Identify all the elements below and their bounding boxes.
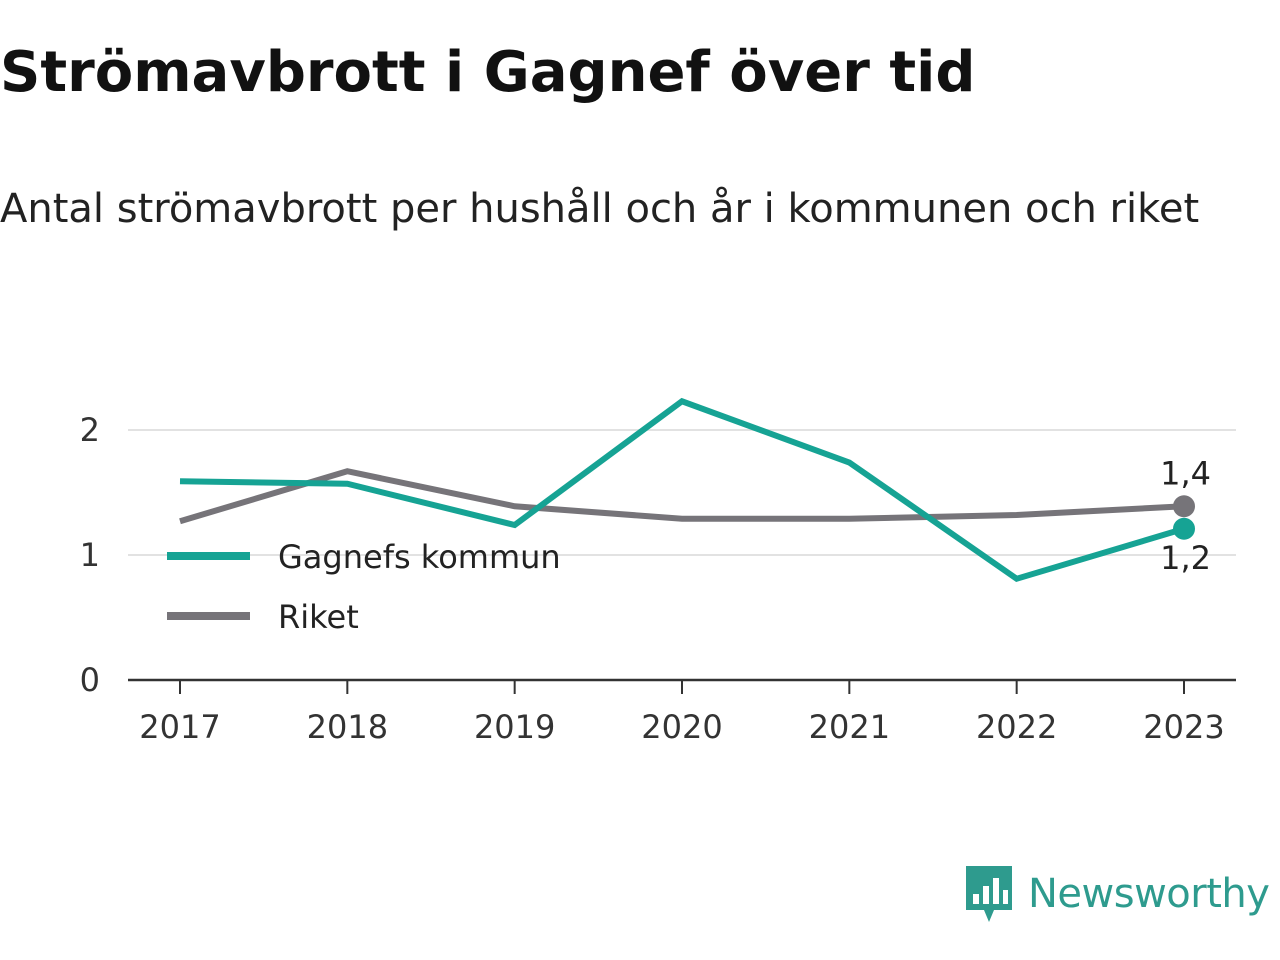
newsworthy-logo-icon	[966, 866, 1012, 922]
x-tick-label-2017: 2017	[139, 708, 220, 746]
x-tick-label-2022: 2022	[976, 708, 1057, 746]
end-labels: 1,2 1,4	[1160, 454, 1211, 577]
line-chart: 0 1 2 2017 2018 2019 2020 2021 2022 2023 Gagnefs…	[80, 397, 1236, 746]
legend-label-riket: Riket	[278, 598, 359, 636]
end-marker-riket	[1173, 495, 1195, 518]
x-tick-label-2019: 2019	[474, 708, 555, 746]
x-tick-label-2020: 2020	[641, 708, 722, 746]
x-tick-label-2018: 2018	[307, 708, 388, 746]
y-axis-tick-labels: 0 1 2	[80, 411, 100, 699]
chart-title: Strömavbrott i Gagnef över tid	[0, 40, 976, 105]
end-marker-gagnefs-kommun	[1173, 517, 1195, 540]
end-label-gagnefs-kommun: 1,2	[1160, 539, 1211, 577]
x-axis	[128, 678, 1236, 694]
y-tick-label-2: 2	[80, 411, 100, 449]
gridlines	[128, 429, 1236, 556]
series-line-gagnefs-kommun	[179, 397, 1185, 583]
legend: Gagnefs kommun Riket	[167, 538, 561, 636]
x-tick-label-2021: 2021	[809, 708, 890, 746]
series-lines	[179, 397, 1195, 583]
series-line-riket	[179, 468, 1185, 525]
y-tick-label-1: 1	[80, 536, 100, 574]
brand-name: Newsworthy	[1028, 871, 1270, 917]
y-tick-label-0: 0	[80, 661, 100, 699]
legend-label-gagnefs-kommun: Gagnefs kommun	[278, 538, 561, 576]
end-label-riket: 1,4	[1160, 454, 1211, 492]
x-axis-tick-labels: 2017 2018 2019 2020 2021 2022 2023	[139, 708, 1224, 746]
newsworthy-logo: Newsworthy	[962, 862, 1270, 926]
chart-subtitle: Antal strömavbrott per hushåll och år i …	[0, 186, 1200, 232]
x-tick-label-2023: 2023	[1143, 708, 1224, 746]
